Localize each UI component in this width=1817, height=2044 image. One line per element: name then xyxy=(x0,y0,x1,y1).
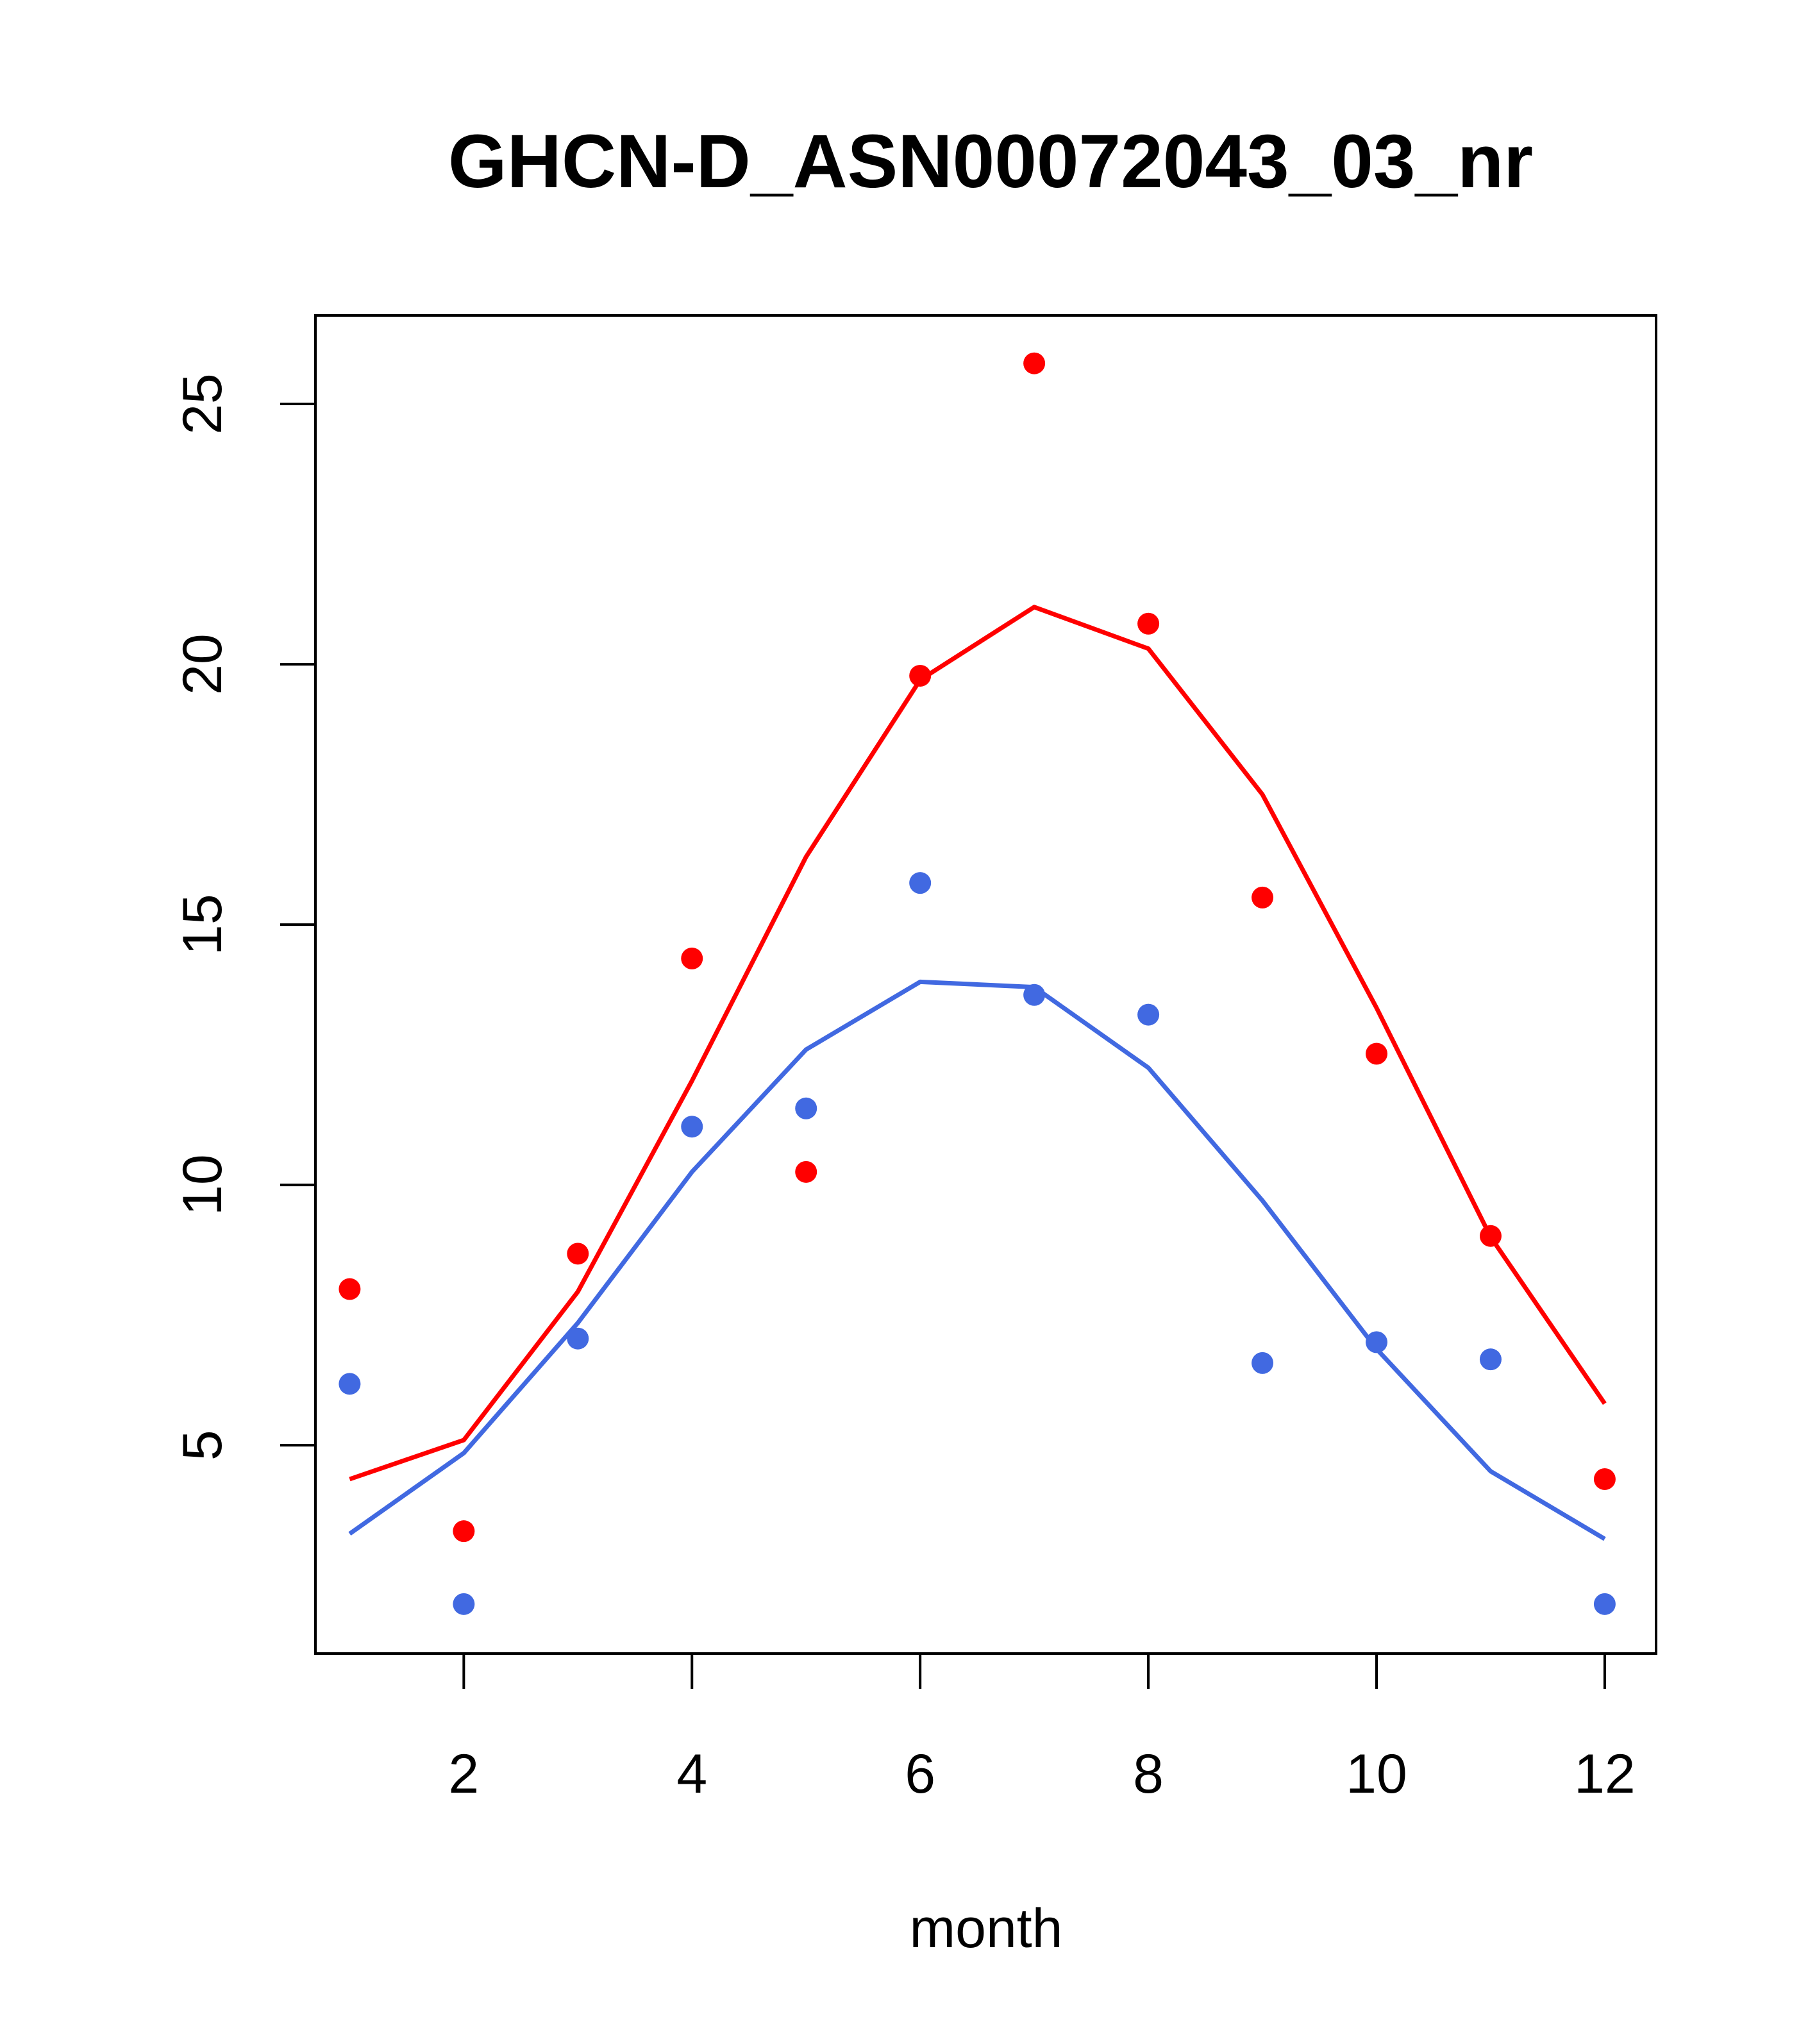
series-point-1 xyxy=(1593,1468,1616,1490)
series-point-2 xyxy=(567,1327,589,1350)
series-point-1 xyxy=(1479,1225,1502,1247)
series-point-1 xyxy=(681,947,703,969)
series-point-1 xyxy=(795,1160,817,1183)
series-point-2 xyxy=(681,1116,703,1138)
x-tick-label: 2 xyxy=(448,1743,479,1805)
series-point-2 xyxy=(1023,984,1046,1006)
series-line-1 xyxy=(349,605,1607,1482)
series-point-2 xyxy=(909,872,932,894)
series-point-2 xyxy=(1137,1003,1160,1026)
series-point-1 xyxy=(567,1243,589,1265)
series-point-1 xyxy=(1137,612,1160,635)
series-point-1 xyxy=(1023,352,1046,374)
y-tick-label: 25 xyxy=(172,373,233,435)
chart-title: GHCN-D_ASN00072043_03_nr xyxy=(448,119,1533,204)
series-point-2 xyxy=(453,1593,475,1615)
series-point-2 xyxy=(1252,1352,1274,1374)
x-axis-title: month xyxy=(909,1898,1062,1959)
series-point-1 xyxy=(339,1278,361,1300)
y-tick-label: 10 xyxy=(172,1154,233,1216)
series-points xyxy=(339,352,1616,1615)
y-tick-label: 5 xyxy=(172,1430,233,1461)
series-point-2 xyxy=(339,1373,361,1395)
series-point-1 xyxy=(909,664,932,687)
x-tick-label: 8 xyxy=(1133,1743,1164,1805)
series-point-2 xyxy=(1366,1331,1388,1353)
x-tick-label: 4 xyxy=(676,1743,707,1805)
series-line-2 xyxy=(348,979,1606,1541)
series-lines xyxy=(348,605,1607,1541)
series-point-2 xyxy=(1479,1348,1502,1371)
y-tick-label: 15 xyxy=(172,894,233,955)
series-point-1 xyxy=(453,1520,475,1543)
x-tick-label: 12 xyxy=(1574,1743,1636,1805)
y-axis: 5 10 15 20 25 xyxy=(172,373,317,1461)
series-point-2 xyxy=(795,1097,817,1119)
series-point-1 xyxy=(1252,886,1274,909)
y-tick-label: 20 xyxy=(172,633,233,695)
series-point-2 xyxy=(1593,1593,1616,1615)
x-axis: 2 4 6 8 10 12 xyxy=(448,1652,1636,1805)
x-tick-label: 6 xyxy=(905,1743,935,1805)
series-point-1 xyxy=(1366,1043,1388,1065)
x-tick-label: 10 xyxy=(1346,1743,1407,1805)
